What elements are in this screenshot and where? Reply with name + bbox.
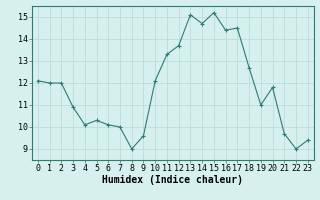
X-axis label: Humidex (Indice chaleur): Humidex (Indice chaleur): [102, 175, 243, 185]
